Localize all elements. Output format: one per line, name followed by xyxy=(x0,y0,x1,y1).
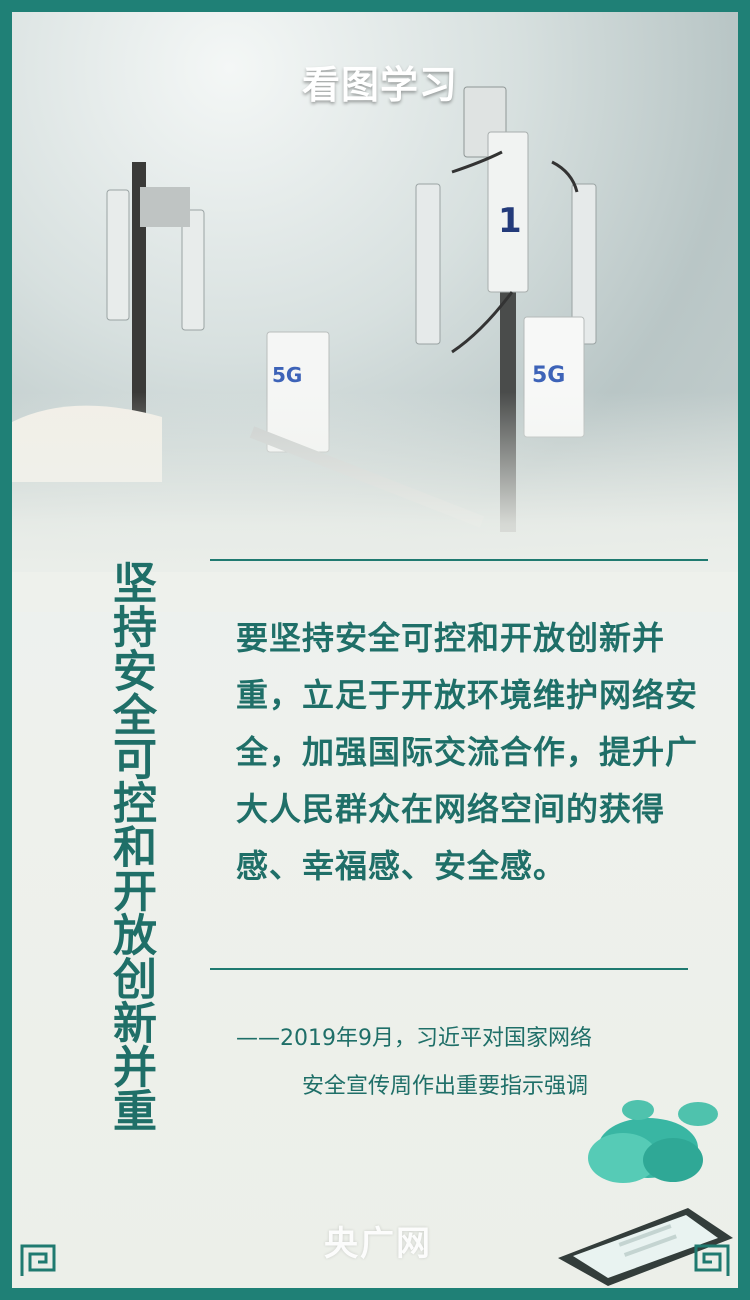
top-divider xyxy=(210,559,708,561)
vertical-title: 坚持安全可控和开放创新并重 xyxy=(100,560,160,1132)
source-line-2: 安全宣传周作出重要指示强调 xyxy=(302,1074,589,1099)
middle-5g-label: 5G xyxy=(272,363,302,387)
image-fade xyxy=(12,392,738,612)
antenna-number-label: 1 xyxy=(498,201,522,241)
left-bracket xyxy=(140,187,190,227)
source-attribution: ——2019年9月，习近平对国家网络 安全宣传周作出重要指示强调 xyxy=(236,1015,726,1111)
source-line-1: ——2019年9月，习近平对国家网络 xyxy=(236,1026,592,1051)
poster-frame: 5G 1 5G 看图学习 坚持安全可控和开放创新并重 要坚持安全 xyxy=(12,12,738,1288)
quote-text: 要坚持安全可控和开放创新并重，立足于开放环境维护网络安全，加强国际交流合作，提升… xyxy=(236,619,699,885)
left-antenna-panel-2 xyxy=(181,209,205,331)
logo: 看图学习 xyxy=(302,63,459,107)
left-mast xyxy=(132,162,146,442)
right-5g-label: 5G xyxy=(532,363,565,388)
main-side-panel-left xyxy=(415,183,441,345)
vertical-title-text: 坚持安全可控和开放创新并重 xyxy=(105,560,156,1132)
phone-icon xyxy=(558,1208,733,1286)
cloud-icon xyxy=(588,1100,718,1183)
cloud-phone-illustration xyxy=(558,1100,733,1286)
bottom-divider xyxy=(210,968,688,970)
corner-ornament-right xyxy=(694,1244,730,1276)
watermark: 央广网 xyxy=(324,1224,432,1264)
corner-ornament-left xyxy=(20,1244,56,1276)
left-antenna-panel xyxy=(106,189,130,321)
numbered-antenna xyxy=(487,131,529,293)
